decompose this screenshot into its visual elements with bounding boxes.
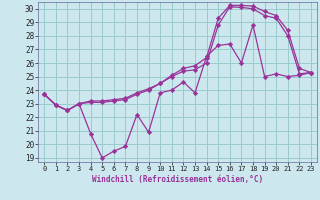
X-axis label: Windchill (Refroidissement éolien,°C): Windchill (Refroidissement éolien,°C) xyxy=(92,175,263,184)
